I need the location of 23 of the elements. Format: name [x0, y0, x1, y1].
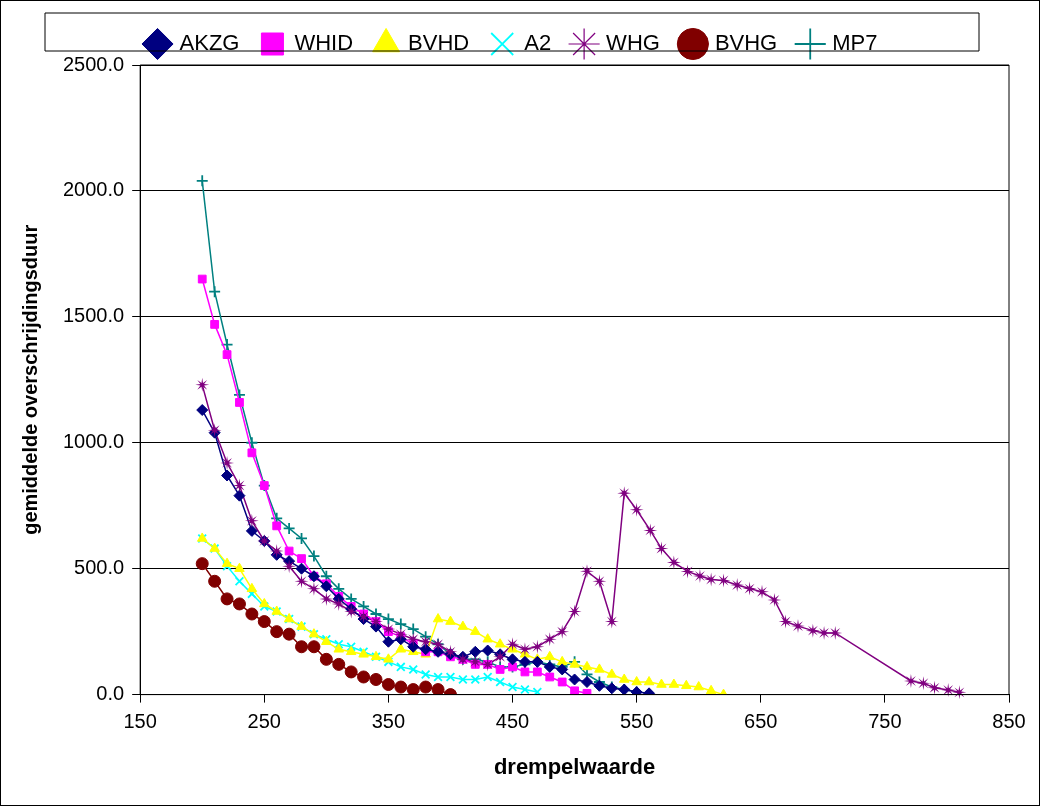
x-tick-label: 550 [619, 710, 654, 733]
legend-label: WHID [294, 30, 354, 56]
y-tick-label: 2000.0 [63, 178, 125, 201]
y-tick-label: 2500.0 [63, 52, 125, 75]
legend-label: WHG [606, 30, 660, 56]
x-tick-label: 450 [495, 710, 530, 733]
legend-label: MP7 [832, 30, 878, 56]
x-tick-label: 650 [744, 710, 778, 733]
y-tick-label: 500.0 [74, 556, 125, 579]
legend-label: AKZG [179, 30, 240, 56]
y-tick-label: 1500.0 [63, 304, 125, 327]
x-tick-label: 150 [123, 710, 157, 733]
y-axis-title: gemiddelde overschrijdingsduur [18, 224, 41, 535]
legend-label: BVHD [408, 30, 470, 56]
x-tick-label: 350 [371, 710, 406, 733]
legend-label: A2 [524, 30, 552, 56]
x-tick-label: 850 [992, 710, 1026, 733]
y-tick-label: 1000.0 [63, 430, 125, 453]
x-axis-title: drempelwaarde [493, 753, 656, 779]
y-tick-label: 0.0 [96, 682, 125, 705]
legend-label: BVHG [714, 30, 778, 56]
x-tick-label: 250 [247, 710, 281, 733]
x-tick-label: 750 [868, 710, 902, 733]
